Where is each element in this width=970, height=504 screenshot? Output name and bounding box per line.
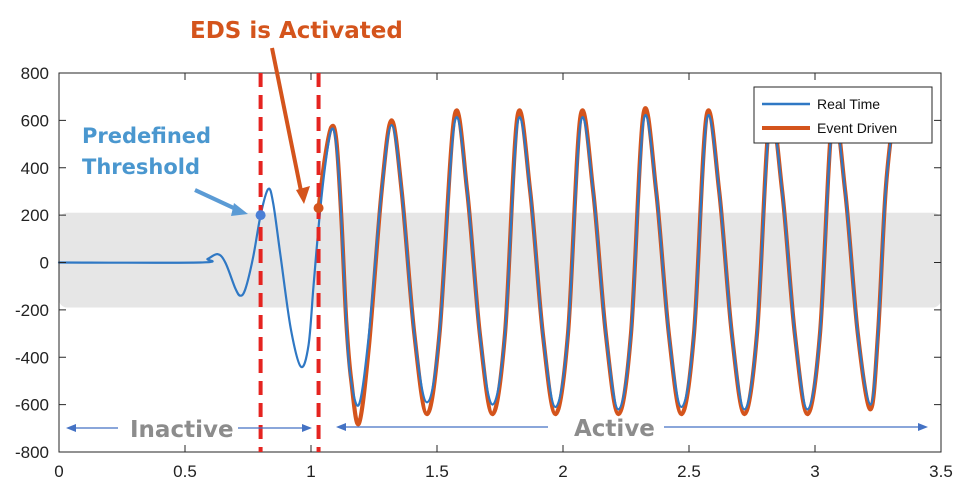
threshold-label: Threshold <box>82 155 200 179</box>
threshold-band <box>59 212 941 308</box>
threshold-arrow <box>194 188 239 212</box>
y-tick-label: 400 <box>21 159 49 178</box>
x-tick-label: 0.5 <box>173 462 197 481</box>
y-tick-label: 600 <box>21 111 49 130</box>
legend-label-event-driven: Event Driven <box>817 120 897 136</box>
x-tick-label: 1.5 <box>425 462 449 481</box>
active-label: Active <box>574 416 655 442</box>
eds-arrow-head <box>296 186 310 204</box>
eds-activated-label: EDS is Activated <box>190 18 403 44</box>
legend: Real Time Event Driven <box>753 86 933 144</box>
x-tick-label: 0 <box>54 462 63 481</box>
inactive-arrowhead-right <box>302 424 312 432</box>
marker-layer <box>255 203 324 221</box>
predefined-label: Predefined <box>82 124 211 148</box>
legend-box <box>753 86 933 144</box>
active-arrowhead-left <box>336 423 346 431</box>
active-arrowhead-right <box>918 423 928 431</box>
inactive-arrowhead-left <box>66 424 76 432</box>
point-marker <box>313 203 324 214</box>
x-tick-label: 3 <box>810 462 819 481</box>
y-tick-label: -600 <box>15 396 49 415</box>
inactive-label: Inactive <box>130 417 234 443</box>
threshold-arrow-head <box>231 203 248 216</box>
y-ticks: 800 600 400 200 0 -200 -400 -600 -800 <box>15 64 941 462</box>
y-tick-label: 200 <box>21 206 49 225</box>
y-tick-label: 0 <box>40 254 49 273</box>
x-tick-label: 2.5 <box>677 462 701 481</box>
legend-label-real-time: Real Time <box>817 96 880 112</box>
y-tick-label: -200 <box>15 301 49 320</box>
x-ticks: 0 0.5 1 1.5 2 2.5 3 3.5 <box>54 73 953 481</box>
x-tick-label: 2 <box>558 462 567 481</box>
x-tick-label: 3.5 <box>929 462 953 481</box>
point-marker <box>255 210 266 221</box>
eds-arrow <box>270 47 304 197</box>
vline-layer <box>258 73 321 452</box>
y-tick-label: -800 <box>15 443 49 462</box>
x-tick-label: 1 <box>306 462 315 481</box>
y-tick-label: 800 <box>21 64 49 83</box>
y-tick-label: -400 <box>15 348 49 367</box>
